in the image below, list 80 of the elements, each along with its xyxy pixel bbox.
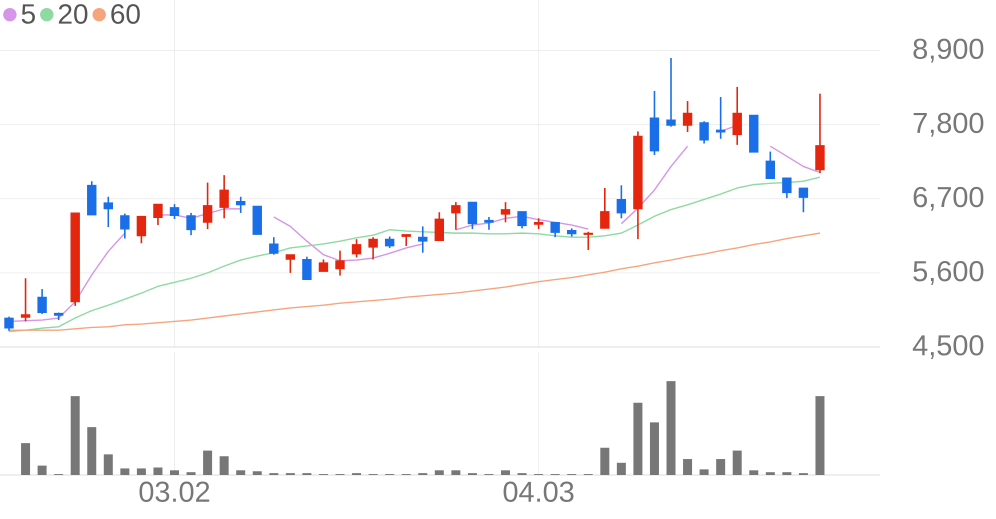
candlestick (600, 187, 610, 230)
candlestick (798, 187, 808, 214)
candlestick (384, 236, 394, 249)
candlestick (302, 256, 312, 280)
bar (153, 467, 162, 475)
candlestick (352, 238, 362, 258)
candlestick (584, 230, 593, 251)
candlestick (186, 212, 196, 236)
bar (220, 456, 229, 475)
bar (104, 454, 113, 475)
bar (252, 471, 262, 475)
x-tick-label: 03.02 (139, 482, 210, 502)
bar (716, 459, 726, 475)
bar (70, 396, 80, 475)
candlestick (451, 201, 461, 231)
bar (600, 448, 610, 475)
bar (236, 470, 246, 475)
candlestick (402, 234, 411, 247)
bar (815, 396, 824, 475)
y-tick-label: 7,800 (914, 112, 984, 137)
candlestick (219, 174, 229, 220)
bar (21, 443, 30, 475)
candlestick (699, 120, 709, 144)
bar (186, 472, 196, 475)
bar (650, 422, 659, 475)
candlestick (782, 177, 792, 199)
candlestick (550, 222, 560, 238)
candlestick (716, 96, 726, 140)
candlestick (335, 250, 345, 276)
bar (732, 450, 742, 475)
candlestick (170, 203, 180, 220)
bar (120, 468, 130, 475)
bar (451, 470, 460, 475)
candlestick (202, 182, 212, 230)
candlestick (500, 201, 510, 224)
bar (616, 462, 626, 475)
bar (136, 468, 146, 475)
bar (38, 466, 47, 475)
bar (666, 381, 676, 475)
candlestick (682, 100, 692, 133)
candlestick (120, 212, 130, 240)
candlestick (517, 210, 527, 230)
candlestick (368, 236, 378, 260)
candlestick (616, 184, 626, 220)
candlestick (4, 316, 14, 332)
candlestick (20, 277, 30, 322)
candlestick (269, 236, 279, 256)
x-tick-label: 04.03 (504, 482, 574, 502)
candlestick (153, 203, 163, 226)
y-tick-label: 5,600 (913, 260, 984, 285)
candlestick (468, 201, 478, 230)
bar (170, 470, 180, 475)
candlestick (418, 226, 428, 254)
candlestick (136, 215, 146, 244)
bar (749, 470, 758, 475)
legend-label: 60 (111, 4, 140, 24)
candlestick (732, 86, 742, 146)
candlestick (766, 150, 776, 180)
bar (633, 402, 642, 475)
bar (87, 427, 96, 475)
candlestick (534, 218, 544, 230)
y-tick-label: 4,500 (912, 335, 984, 359)
candlestick (286, 254, 296, 274)
candlestick (666, 57, 676, 128)
bar (683, 459, 692, 475)
y-tick-label: 8,900 (913, 38, 984, 62)
y-tick-label: 6,700 (914, 186, 984, 211)
candlestick (236, 196, 246, 214)
bar (203, 450, 212, 475)
legend-label: 20 (58, 4, 88, 24)
bar (766, 472, 775, 475)
bar (501, 470, 510, 475)
legend-label: 5 (22, 4, 35, 24)
bar (434, 470, 444, 475)
candlestick (37, 288, 47, 315)
candlestick (318, 258, 328, 272)
candlestick (434, 211, 444, 242)
bar (782, 472, 792, 475)
bar (700, 469, 709, 475)
candlestick (104, 196, 114, 228)
